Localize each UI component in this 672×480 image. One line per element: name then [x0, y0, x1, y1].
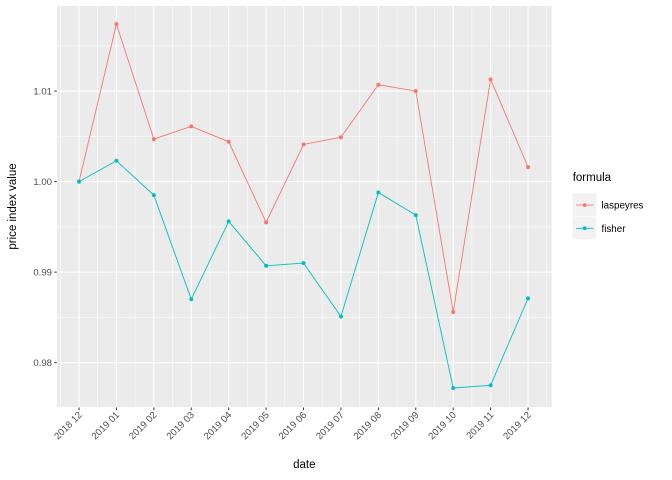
data-point [488, 77, 493, 82]
plot-panel [57, 6, 552, 407]
data-point [226, 219, 231, 224]
series-points-fisher [77, 158, 531, 390]
x-tick-label: 2019 08 [352, 410, 384, 442]
y-tick-label: 1.01 [33, 86, 52, 97]
series-points-laspeyres [77, 22, 531, 314]
data-point [151, 137, 156, 142]
legend: formula laspeyres fisher [572, 172, 644, 240]
data-point [151, 193, 156, 198]
data-point [189, 297, 194, 302]
x-tick-label: 2018 12 [52, 410, 84, 442]
data-point [189, 124, 194, 129]
x-tick-label: 2019 05 [239, 410, 271, 442]
x-tick-label: 2019 10 [427, 410, 459, 442]
data-point [264, 220, 269, 225]
data-point [338, 135, 343, 140]
x-axis-title: date [293, 459, 315, 471]
data-point [451, 385, 456, 390]
data-point [413, 89, 418, 94]
legend-label-fisher: fisher [602, 224, 627, 235]
data-point [114, 158, 119, 163]
data-point [301, 261, 306, 266]
data-point [413, 213, 418, 218]
axis-ticks [54, 90, 529, 411]
legend-title: formula [573, 172, 612, 184]
data-point [264, 263, 269, 268]
x-tick-label: 2019 04 [202, 409, 235, 442]
data-point [376, 190, 381, 195]
x-tick-label: 2019 09 [389, 410, 421, 442]
x-tick-label: 2019 12 [501, 410, 533, 442]
data-point [114, 22, 119, 27]
data-point [376, 82, 381, 87]
data-point [77, 179, 81, 184]
x-tick-label: 2019 03 [165, 410, 197, 442]
legend-key-point [582, 226, 587, 231]
x-tick-label: 2019 01 [90, 410, 122, 442]
y-tick-label: 1.00 [33, 177, 52, 188]
data-point [301, 142, 306, 147]
x-tick-label: 2019 11 [464, 410, 496, 442]
data-point [488, 383, 493, 388]
gridlines-minor [57, 6, 552, 407]
x-tick-label: 2019 06 [277, 410, 309, 442]
data-point [451, 309, 456, 314]
data-point [526, 296, 531, 301]
data-point [226, 139, 231, 144]
y-axis-title: price index value [7, 163, 19, 249]
legend-key-point [582, 203, 587, 208]
y-tick-label: 0.99 [33, 268, 52, 279]
data-point [526, 165, 531, 170]
data-point [338, 314, 343, 319]
y-tick-label: 0.98 [33, 358, 52, 369]
legend-label-laspeyres: laspeyres [602, 201, 644, 212]
x-tick-label: 2019 07 [314, 410, 346, 442]
x-tick-label: 2019 02 [127, 410, 159, 442]
